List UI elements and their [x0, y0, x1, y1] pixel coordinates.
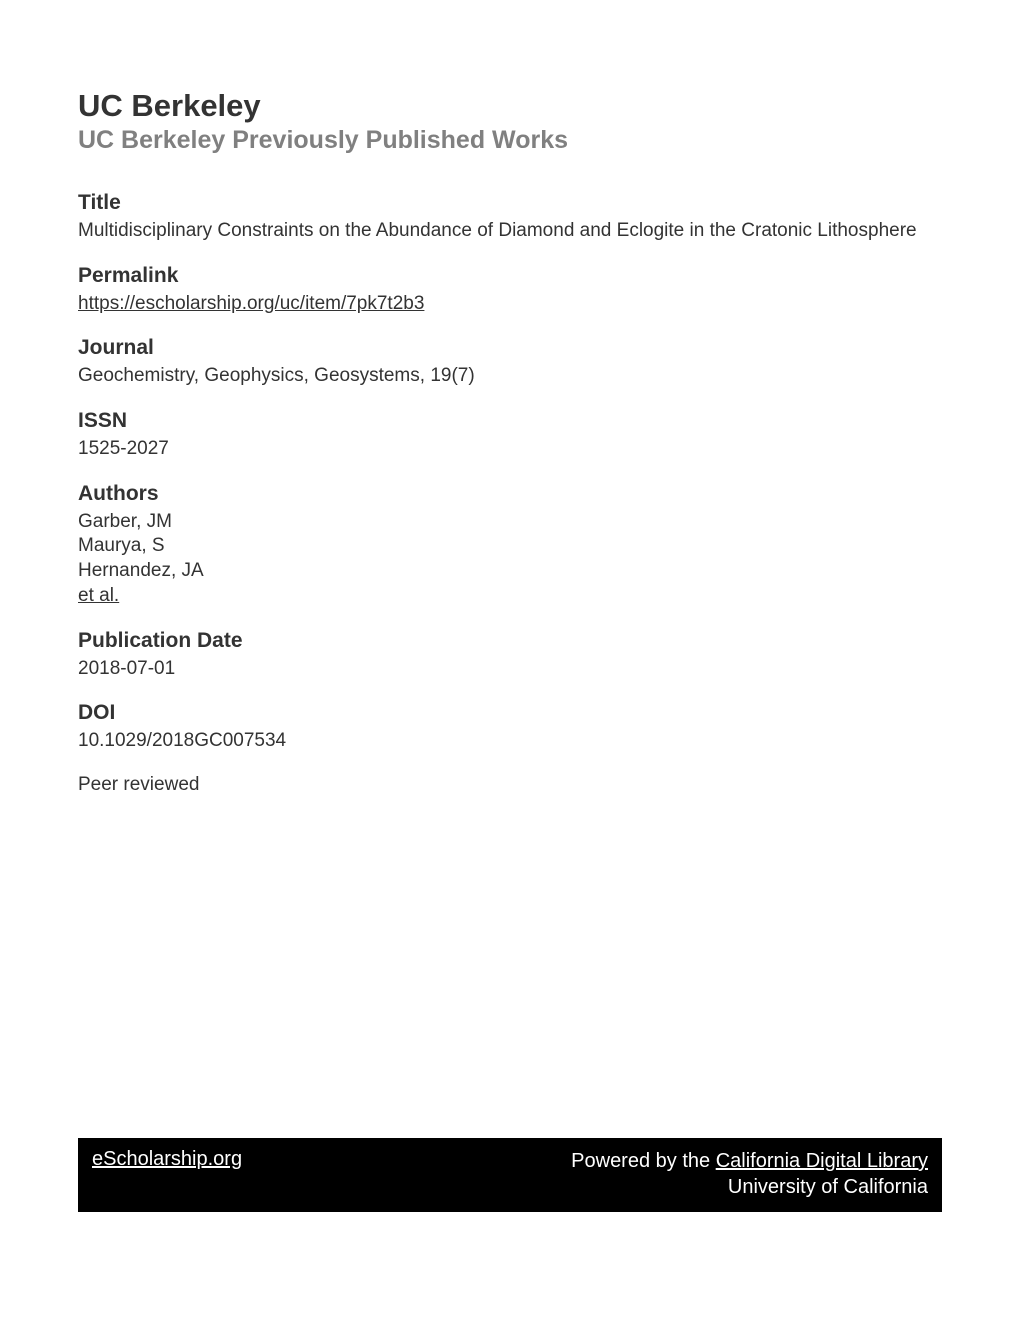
pubdate-label: Publication Date — [78, 629, 942, 653]
issn-section: ISSN 1525-2027 — [78, 409, 942, 462]
peer-reviewed-label: Peer reviewed — [78, 774, 942, 796]
permalink-label: Permalink — [78, 264, 942, 288]
author-item: Maurya, S — [78, 534, 942, 559]
author-item: Hernandez, JA — [78, 559, 942, 584]
permalink-link[interactable]: https://escholarship.org/uc/item/7pk7t2b… — [78, 293, 424, 314]
escholarship-link[interactable]: eScholarship.org — [92, 1148, 242, 1170]
cdl-link[interactable]: California Digital Library — [716, 1150, 928, 1172]
doi-value: 10.1029/2018GC007534 — [78, 729, 942, 754]
journal-section: Journal Geochemistry, Geophysics, Geosys… — [78, 336, 942, 389]
title-value: Multidisciplinary Constraints on the Abu… — [78, 219, 942, 244]
doi-label: DOI — [78, 701, 942, 725]
journal-value: Geochemistry, Geophysics, Geosystems, 19… — [78, 364, 942, 389]
authors-section: Authors Garber, JM Maurya, S Hernandez, … — [78, 482, 942, 609]
page-footer: eScholarship.org Powered by the Californ… — [78, 1138, 942, 1212]
issn-label: ISSN — [78, 409, 942, 433]
pubdate-section: Publication Date 2018-07-01 — [78, 629, 942, 682]
author-item: Garber, JM — [78, 510, 942, 535]
document-page: UC Berkeley UC Berkeley Previously Publi… — [0, 0, 1020, 796]
footer-right: Powered by the California Digital Librar… — [571, 1148, 928, 1200]
footer-powered-line: Powered by the California Digital Librar… — [571, 1148, 928, 1174]
pubdate-value: 2018-07-01 — [78, 657, 942, 682]
footer-left: eScholarship.org — [92, 1148, 242, 1171]
title-section: Title Multidisciplinary Constraints on t… — [78, 191, 942, 244]
authors-more: et al. — [78, 584, 942, 609]
doi-section: DOI 10.1029/2018GC007534 — [78, 701, 942, 754]
collection-subtitle: UC Berkeley Previously Published Works — [78, 126, 942, 155]
permalink-value: https://escholarship.org/uc/item/7pk7t2b… — [78, 292, 942, 317]
authors-more-link[interactable]: et al. — [78, 585, 119, 606]
journal-label: Journal — [78, 336, 942, 360]
footer-org: University of California — [571, 1174, 928, 1200]
institution-heading: UC Berkeley — [78, 88, 942, 124]
title-label: Title — [78, 191, 942, 215]
issn-value: 1525-2027 — [78, 437, 942, 462]
permalink-section: Permalink https://escholarship.org/uc/it… — [78, 264, 942, 317]
footer-powered-prefix: Powered by the — [571, 1150, 716, 1172]
authors-label: Authors — [78, 482, 942, 506]
